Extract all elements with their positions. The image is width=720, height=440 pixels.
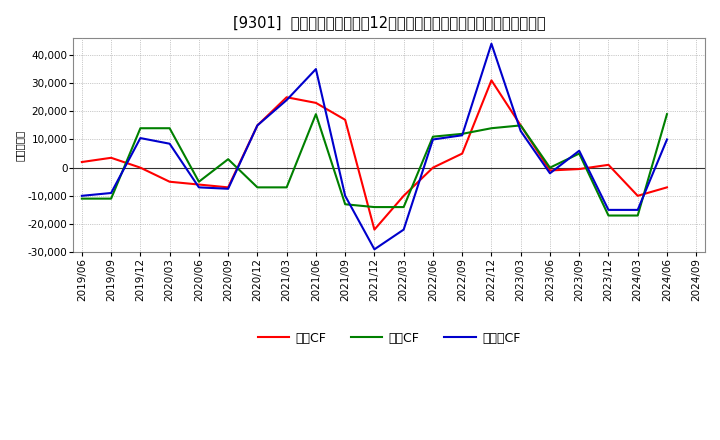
フリーCF (194, 185, 203, 190)
投資CF (253, 185, 261, 190)
フリーCF (662, 137, 671, 142)
Line: 投資CF: 投資CF (82, 114, 667, 216)
フリーCF (516, 128, 525, 134)
フリーCF (107, 191, 115, 196)
営業CF (107, 155, 115, 161)
営業CF (370, 227, 379, 232)
営業CF (428, 165, 437, 170)
Line: フリーCF: フリーCF (82, 44, 667, 249)
営業CF (634, 193, 642, 198)
投資CF (282, 185, 291, 190)
営業CF (487, 78, 496, 83)
投資CF (516, 123, 525, 128)
フリーCF (224, 186, 233, 191)
フリーCF (282, 97, 291, 103)
投資CF (575, 151, 583, 156)
投資CF (634, 213, 642, 218)
投資CF (604, 213, 613, 218)
フリーCF (253, 123, 261, 128)
投資CF (546, 165, 554, 170)
フリーCF (341, 193, 349, 198)
投資CF (166, 125, 174, 131)
フリーCF (575, 148, 583, 154)
営業CF (575, 166, 583, 172)
営業CF (166, 179, 174, 184)
投資CF (136, 125, 145, 131)
フリーCF (400, 227, 408, 232)
フリーCF (546, 171, 554, 176)
投資CF (107, 196, 115, 201)
Line: 営業CF: 営業CF (82, 81, 667, 230)
投資CF (487, 125, 496, 131)
営業CF (604, 162, 613, 168)
投資CF (662, 111, 671, 117)
営業CF (78, 159, 86, 165)
フリーCF (312, 66, 320, 72)
営業CF (400, 193, 408, 198)
営業CF (546, 168, 554, 173)
フリーCF (78, 193, 86, 198)
フリーCF (634, 207, 642, 213)
フリーCF (136, 136, 145, 141)
営業CF (312, 100, 320, 106)
Y-axis label: （百万円）: （百万円） (15, 129, 25, 161)
営業CF (194, 182, 203, 187)
フリーCF (166, 141, 174, 147)
フリーCF (428, 137, 437, 142)
営業CF (516, 123, 525, 128)
営業CF (341, 117, 349, 122)
営業CF (224, 185, 233, 190)
フリーCF (487, 41, 496, 46)
投資CF (428, 134, 437, 139)
営業CF (282, 95, 291, 100)
投資CF (224, 157, 233, 162)
営業CF (662, 185, 671, 190)
投資CF (341, 202, 349, 207)
投資CF (370, 205, 379, 210)
営業CF (253, 123, 261, 128)
投資CF (78, 196, 86, 201)
Title: [9301]  キャッシュフローの12か月移動合計の対前年同期増減額の推移: [9301] キャッシュフローの12か月移動合計の対前年同期増減額の推移 (233, 15, 545, 30)
投資CF (312, 111, 320, 117)
Legend: 営業CF, 投資CF, フリーCF: 営業CF, 投資CF, フリーCF (253, 327, 526, 350)
投資CF (458, 131, 467, 136)
投資CF (400, 205, 408, 210)
営業CF (136, 165, 145, 170)
営業CF (458, 151, 467, 156)
投資CF (194, 179, 203, 184)
フリーCF (458, 132, 467, 138)
フリーCF (370, 247, 379, 252)
フリーCF (604, 207, 613, 213)
